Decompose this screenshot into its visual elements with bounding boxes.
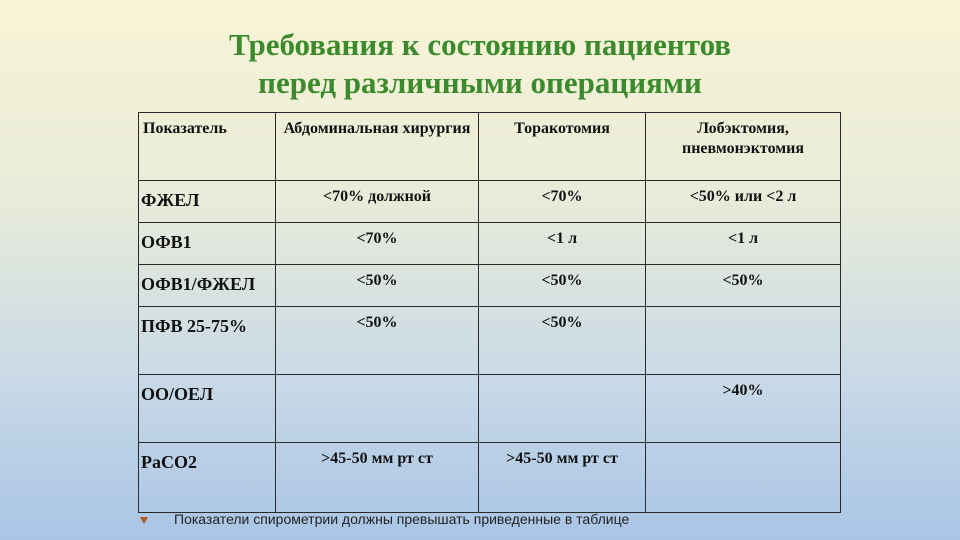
row-label: ОО/ОЕЛ xyxy=(138,374,276,443)
title-line: перед различными операциями xyxy=(258,65,702,100)
requirements-table: Показатель Абдоминальная хирургия Торакото… xyxy=(138,112,841,513)
row-label: ОФВ1/ФЖЕЛ xyxy=(138,264,276,307)
table-body: ФЖЕЛ <70% должной <70% <50% или <2 л ОФВ1 <70… xyxy=(138,180,841,513)
table-cell: <50% xyxy=(478,264,646,307)
row-label: ФЖЕЛ xyxy=(138,180,276,223)
row-label: ПФВ 25-75% xyxy=(138,306,276,375)
table-row: ОФВ1 <70% <1 л <1 л xyxy=(138,222,841,265)
title-line: Требования к состоянию пациентов xyxy=(228,27,732,62)
table-cell: <70% xyxy=(275,222,479,265)
table-cell: <1 л xyxy=(478,222,646,265)
column-header: Торакотомия xyxy=(478,112,646,181)
row-label: PaCO2 xyxy=(138,442,276,513)
header-row: Показатель Абдоминальная хирургия Торакото… xyxy=(138,112,841,181)
table-cell: <50% xyxy=(275,264,479,307)
table-row: ОО/ОЕЛ >40% xyxy=(138,374,841,443)
table-cell: <1 л xyxy=(645,222,841,265)
footnote-text: Показатели спирометрии должны превышать … xyxy=(174,511,630,527)
column-header: Лобэктомия, пневмонэктомия xyxy=(645,112,841,181)
row-label: ОФВ1 xyxy=(138,222,276,265)
column-header: Абдоминальная хирургия xyxy=(275,112,479,181)
table-cell: >45-50 мм рт ст xyxy=(478,442,646,513)
table-cell xyxy=(275,374,479,443)
table-row: ФЖЕЛ <70% должной <70% <50% или <2 л xyxy=(138,180,841,223)
table-cell xyxy=(478,374,646,443)
table-cell xyxy=(645,442,841,513)
table-cell: >40% xyxy=(645,374,841,443)
table-cell: >45-50 мм рт ст xyxy=(275,442,479,513)
bullet-icon xyxy=(140,516,148,524)
column-header: Показатель xyxy=(138,112,276,181)
footnote: Показатели спирометрии должны превышать … xyxy=(140,511,629,527)
table-cell: <50% xyxy=(478,306,646,375)
table-row: PaCO2 >45-50 мм рт ст >45-50 мм рт ст xyxy=(138,442,841,513)
table-cell: <50% xyxy=(275,306,479,375)
slide-title: Требования к состоянию пациентов перед р… xyxy=(0,26,960,102)
table-cell xyxy=(645,306,841,375)
table-cell: <50% xyxy=(645,264,841,307)
table-row: ОФВ1/ФЖЕЛ <50% <50% <50% xyxy=(138,264,841,307)
table-cell: <50% или <2 л xyxy=(645,180,841,223)
table-cell: <70% должной xyxy=(275,180,479,223)
table-row: ПФВ 25-75% <50% <50% xyxy=(138,306,841,375)
table-cell: <70% xyxy=(478,180,646,223)
